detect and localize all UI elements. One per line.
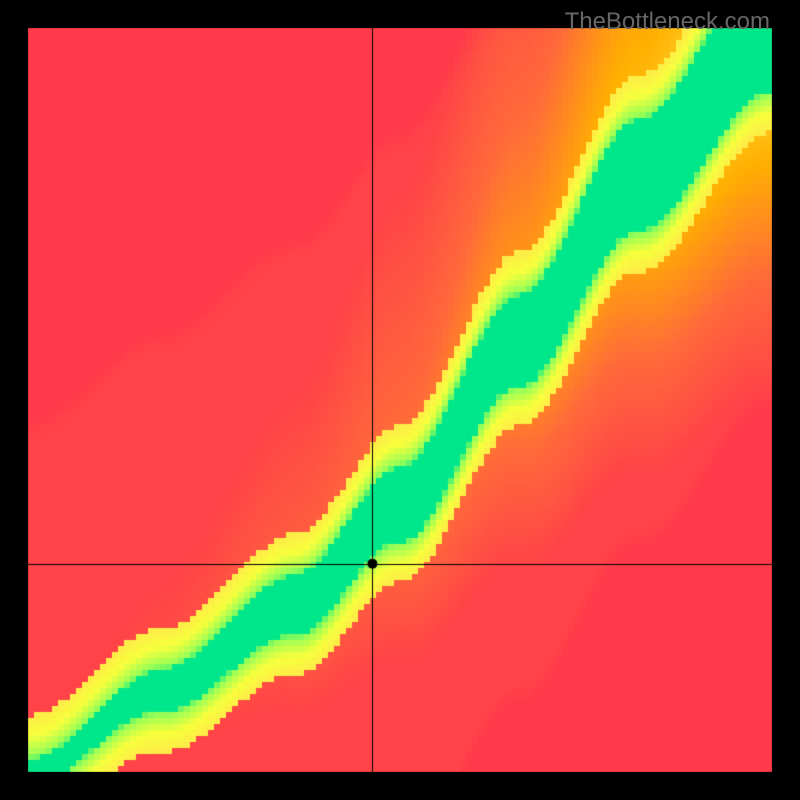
- bottleneck-heatmap-canvas: [0, 0, 800, 800]
- chart-container: TheBottleneck.com: [0, 0, 800, 800]
- source-watermark: TheBottleneck.com: [565, 8, 770, 36]
